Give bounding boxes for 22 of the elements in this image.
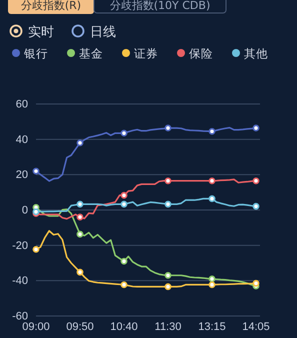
legend-label: 基金	[79, 46, 103, 60]
legend-label: 证券	[134, 46, 158, 60]
text: 日线	[90, 25, 116, 40]
legend-label: 银行	[23, 46, 48, 60]
x-tick-label: 10:40	[110, 320, 138, 333]
x-tick-label: 14:05	[242, 320, 270, 333]
legend-label: 保险	[189, 46, 213, 60]
legend-label: 其他	[244, 46, 268, 60]
y-tick-label: -40	[12, 275, 28, 288]
text: 分歧指数(R)	[20, 0, 82, 12]
y-tick-label: -20	[12, 240, 28, 252]
text: 实时	[28, 25, 54, 40]
y-tick-label: 40	[16, 134, 28, 146]
x-tick-label: 09:00	[22, 320, 50, 333]
x-tick-label: 11:30	[154, 320, 182, 333]
y-tick-label: 20	[16, 169, 28, 182]
x-tick-label: 13:15	[198, 320, 226, 333]
y-tick-label: 60	[16, 98, 28, 111]
y-tick-label: -60	[12, 310, 28, 323]
x-tick-label: 09:50	[66, 320, 94, 333]
text: 分歧指数(10Y CDB)	[110, 0, 210, 12]
y-tick-label: 0	[22, 204, 28, 217]
